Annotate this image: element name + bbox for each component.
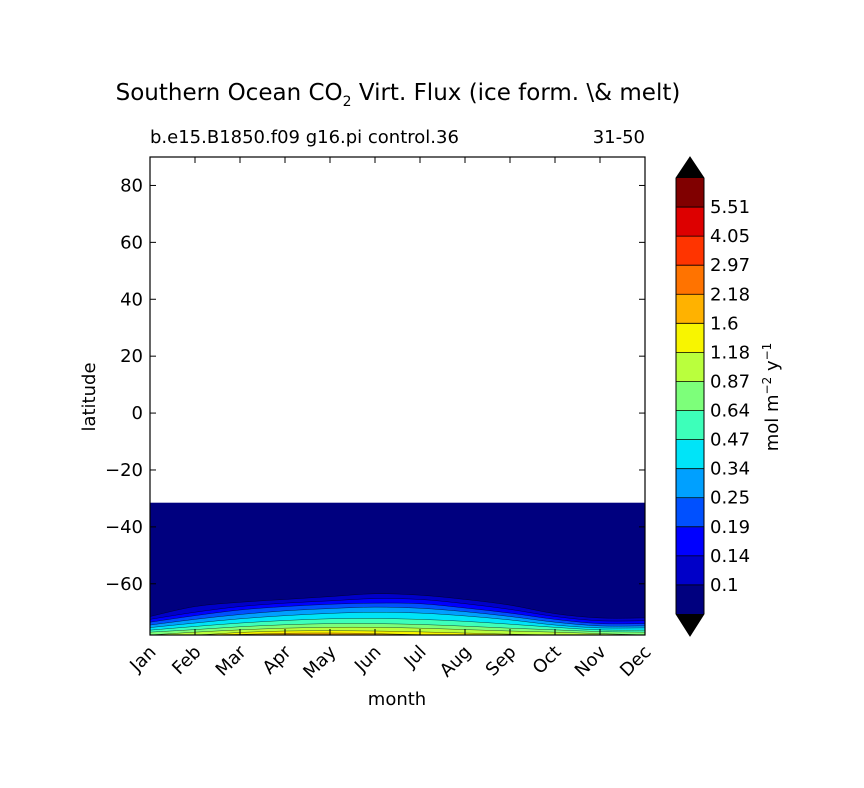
colorbar-label: mol m−2 y−1 <box>760 343 783 452</box>
x-tick-label: Jun <box>350 642 385 677</box>
y-tick-label: −20 <box>105 460 143 481</box>
chart-title: Southern Ocean CO2 Virt. Flux (ice form.… <box>116 80 681 110</box>
colorbar: 5.51 4.05 2.97 2.18 1.6 1.18 0.87 0.64 0.47 0.34 0… <box>675 156 750 637</box>
colorbar-block <box>676 323 704 353</box>
colorbar-block <box>676 526 704 557</box>
subtitle-right: 31-50 <box>593 127 645 148</box>
x-tick-label: Oct <box>529 642 566 679</box>
plot-area <box>149 156 646 636</box>
x-tick-label: Dec <box>616 642 655 681</box>
x-tick-label: Nov <box>571 641 611 681</box>
colorbar-outline <box>675 156 705 637</box>
colorbar-tick-label: 5.51 <box>710 197 750 218</box>
y-axis: 80 60 40 20 0 −20 −40 −60 <box>105 175 645 595</box>
colorbar-blocks <box>676 178 704 615</box>
x-tick-label: Mar <box>212 641 251 680</box>
colorbar-tick-label: 0.87 <box>710 371 750 392</box>
colorbar-tick-label: 0.14 <box>710 546 750 567</box>
y-tick-label: 0 <box>132 403 143 424</box>
colorbar-tick-label: 1.6 <box>710 313 739 334</box>
plot-frame <box>149 156 646 636</box>
colorbar-tick-label: 4.05 <box>710 226 750 247</box>
colorbar-block <box>676 381 704 412</box>
colorbar-block <box>676 497 704 528</box>
colorbar-block <box>676 555 704 586</box>
contour-line-4 <box>149 606 646 627</box>
contour-line-2 <box>149 598 646 622</box>
colorbar-tick-label: 0.64 <box>710 401 750 422</box>
colorbar-tick-label: 2.18 <box>710 284 750 305</box>
colorbar-tick-label: 1.18 <box>710 342 750 363</box>
y-tick-label: −60 <box>105 574 143 595</box>
y-tick-label: 80 <box>120 175 143 196</box>
y-tick-label: 20 <box>120 346 143 367</box>
colorbar-block <box>676 584 704 615</box>
colorbar-block <box>676 468 704 499</box>
colorbar-block <box>676 207 704 237</box>
contour-bands <box>150 593 645 636</box>
contour-line-3 <box>149 602 646 625</box>
x-tick-label: May <box>299 641 340 682</box>
colorbar-tick-label: 0.19 <box>710 517 750 538</box>
y-tick-label: 40 <box>120 289 143 310</box>
x-tick-label: Feb <box>168 642 205 679</box>
y-tick-label: 60 <box>120 232 143 253</box>
subtitle-left: b.e15.B1850.f09 g16.pi control.36 <box>150 127 459 148</box>
x-tick-label: Sep <box>482 642 521 681</box>
colorbar-block <box>676 352 704 382</box>
colorbar-block <box>676 178 704 208</box>
contour-line-6 <box>149 618 646 631</box>
colorbar-ticks: 5.51 4.05 2.97 2.18 1.6 1.18 0.87 0.64 0.47 0.34 0… <box>676 197 750 596</box>
colorbar-block <box>676 410 704 441</box>
colorbar-block <box>676 294 704 324</box>
contour-line-1 <box>149 593 646 619</box>
colorbar-tick-label: 0.34 <box>710 459 750 480</box>
colorbar-tick-label: 2.97 <box>710 255 750 276</box>
colorbar-tick-label: 0.47 <box>710 430 750 451</box>
colorbar-block <box>676 439 704 470</box>
y-tick-label: −40 <box>105 517 143 538</box>
x-tick-label: Jan <box>125 642 160 677</box>
colorbar-tick-label: 0.1 <box>710 575 739 596</box>
colorbar-under-arrow <box>676 614 704 636</box>
colorbar-block <box>676 236 704 266</box>
x-axis-label: month <box>368 689 426 710</box>
x-tick-label: Aug <box>436 642 476 682</box>
colorbar-over-arrow <box>676 157 704 178</box>
contour-line-7 <box>149 623 646 633</box>
contour-line-8 <box>149 626 646 636</box>
colorbar-tick-label: 0.25 <box>710 488 750 509</box>
contour-line-5 <box>149 611 646 629</box>
colorbar-block <box>676 265 704 295</box>
x-tick-label: Jul <box>400 642 431 673</box>
y-axis-label: latitude <box>79 362 100 431</box>
contour-lines <box>149 593 646 636</box>
x-tick-label: Apr <box>259 641 296 678</box>
